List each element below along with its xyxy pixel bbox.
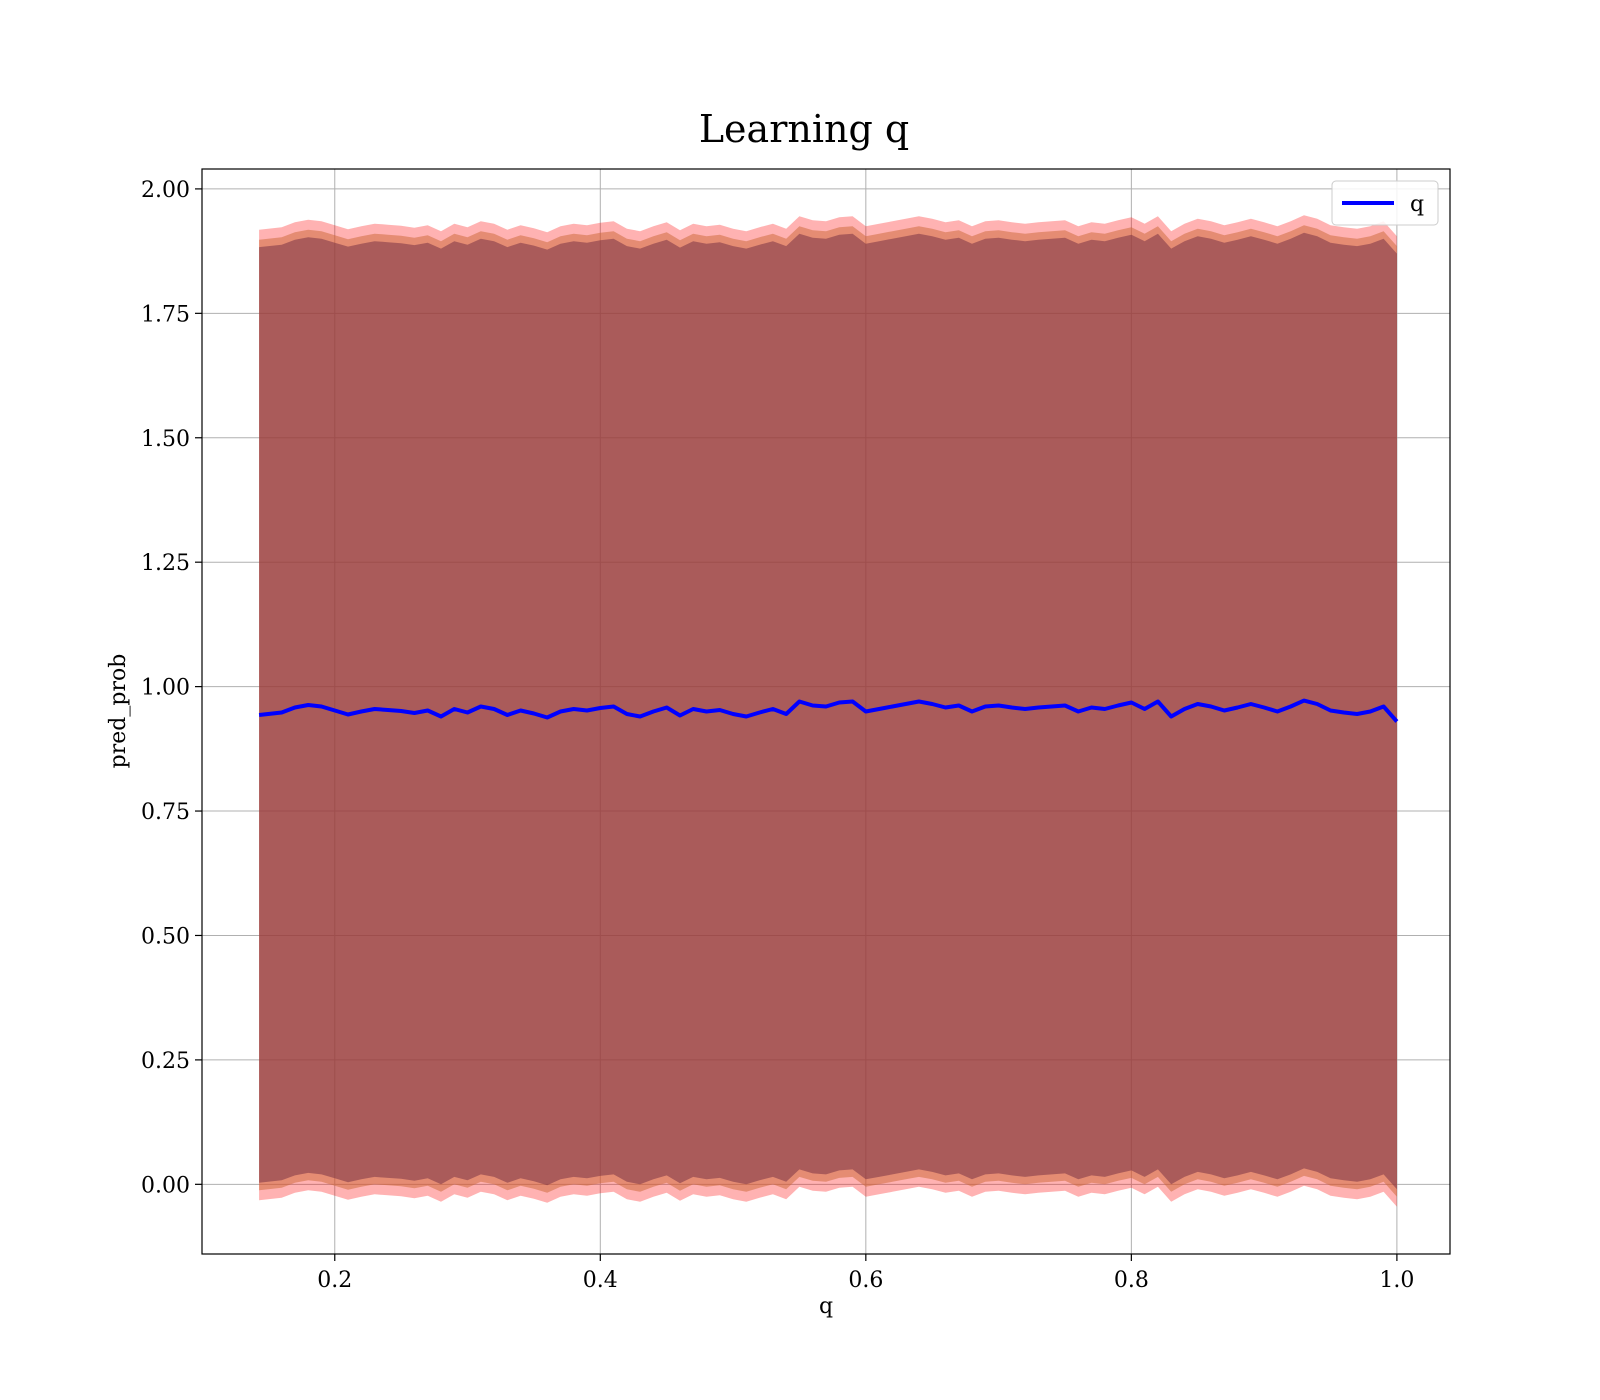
y-tick-label: 1.50	[141, 427, 190, 452]
y-tick-label: 2.00	[141, 178, 190, 203]
chart-title: Learning q	[699, 107, 909, 151]
y-tick-label: 0.50	[141, 924, 190, 949]
x-axis-label: q	[819, 1294, 833, 1319]
confidence-band-2	[259, 232, 1397, 1190]
x-tick-label: 0.4	[583, 1268, 618, 1293]
confidence-bands	[259, 215, 1397, 1207]
x-tick-label: 1.0	[1379, 1268, 1414, 1293]
series-line-q	[258, 698, 1399, 723]
axis-ticks: 0.2 0.4 0.6 0.8 1.0 0.00 0.25 0.50 0.75 1.00 1.25 1…	[141, 178, 1414, 1293]
plot-frame	[201, 168, 1451, 1255]
y-tick-label: 1.00	[141, 676, 190, 701]
x-tick-label: 0.6	[848, 1268, 883, 1293]
x-tick-label: 0.8	[1114, 1268, 1149, 1293]
y-tick-label: 0.00	[141, 1173, 190, 1198]
y-axis-label: pred_prob	[106, 654, 131, 769]
y-tick-label: 1.25	[141, 551, 190, 576]
legend: q	[1331, 180, 1439, 226]
legend-label-q: q	[1410, 192, 1424, 217]
y-tick-label: 1.75	[141, 302, 190, 327]
y-tick-label: 0.75	[141, 800, 190, 825]
y-tick-label: 0.25	[141, 1049, 190, 1074]
series-lines	[258, 698, 1399, 723]
x-tick-label: 0.2	[317, 1268, 352, 1293]
